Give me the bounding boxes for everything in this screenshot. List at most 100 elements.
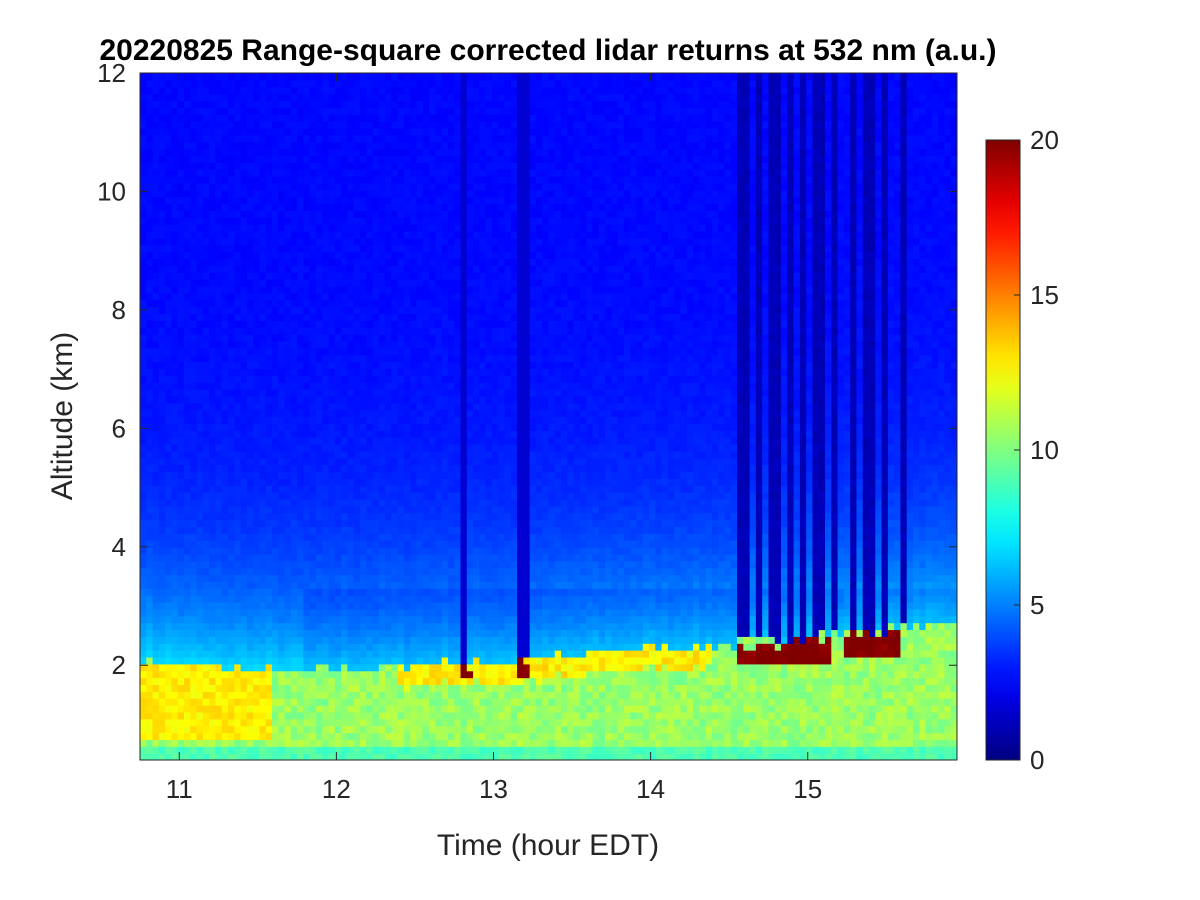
heatmap-cell — [391, 86, 399, 95]
heatmap-cell — [309, 430, 317, 438]
heatmap-cell — [183, 512, 191, 521]
heatmap-cell — [403, 292, 411, 301]
heatmap-cell — [416, 272, 424, 280]
heatmap-cell — [422, 251, 430, 260]
heatmap-cell — [410, 389, 418, 397]
heatmap-cell — [171, 107, 179, 115]
heatmap-cell — [422, 189, 430, 198]
heatmap-cell — [278, 265, 286, 273]
heatmap-cell — [359, 86, 367, 95]
heatmap-cell — [429, 443, 436, 452]
heatmap-cell — [353, 622, 361, 631]
heatmap-cell — [359, 340, 367, 349]
heatmap-cell — [322, 93, 330, 102]
heatmap-cell — [221, 608, 229, 617]
heatmap-cell — [341, 505, 348, 514]
heatmap-cell — [190, 114, 198, 122]
heatmap-cell — [391, 519, 399, 528]
heatmap-cell — [290, 540, 298, 548]
heatmap-cell — [378, 711, 386, 720]
heatmap-cell — [372, 698, 380, 706]
heatmap-cell — [152, 608, 160, 617]
heatmap-cell — [397, 691, 405, 699]
heatmap-cell — [140, 567, 147, 576]
heatmap-cell — [265, 320, 273, 328]
heatmap-cell — [196, 313, 204, 321]
heatmap-cell — [140, 79, 147, 88]
heatmap-cell — [253, 389, 260, 397]
heatmap-cell — [378, 725, 386, 734]
heatmap-cell — [416, 285, 424, 294]
heatmap-cell — [284, 457, 292, 466]
heatmap-cell — [303, 478, 311, 486]
heatmap-cell — [158, 237, 166, 246]
heatmap-cell — [410, 443, 418, 452]
heatmap-cell — [158, 753, 166, 760]
heatmap-cell — [378, 334, 386, 342]
heatmap-cell — [234, 540, 242, 548]
heatmap-cell — [190, 389, 198, 397]
heatmap-cell — [183, 148, 191, 157]
heatmap-cell — [322, 457, 330, 466]
heatmap-cell — [259, 622, 267, 631]
heatmap-cell — [397, 354, 405, 363]
heatmap-cell — [259, 636, 267, 644]
heatmap-cell — [315, 210, 323, 218]
heatmap-cell — [410, 327, 418, 335]
heatmap-cell — [171, 615, 179, 624]
heatmap-cell — [234, 409, 242, 418]
heatmap-cell — [240, 698, 248, 706]
heatmap-cell — [303, 553, 311, 562]
heatmap-cell — [328, 395, 336, 404]
heatmap-cell — [372, 505, 380, 514]
heatmap-cell — [416, 141, 424, 150]
heatmap-cell — [190, 354, 198, 363]
heatmap-cell — [297, 595, 304, 603]
heatmap-cell — [165, 485, 173, 493]
heatmap-cell — [209, 251, 217, 260]
heatmap-cell — [240, 73, 248, 81]
heatmap-cell — [341, 437, 348, 445]
heatmap-cell — [240, 79, 248, 88]
heatmap-cell — [246, 395, 254, 404]
heatmap-cell — [278, 512, 286, 521]
heatmap-cell — [441, 588, 449, 596]
heatmap-cell — [152, 100, 160, 108]
heatmap-cell — [240, 354, 248, 363]
heatmap-cell — [359, 615, 367, 624]
heatmap-cell — [315, 505, 323, 514]
heatmap-cell — [385, 196, 392, 205]
heatmap-cell — [165, 739, 173, 747]
heatmap-cell — [359, 382, 367, 390]
heatmap-cell — [309, 231, 317, 239]
heatmap-cell — [315, 409, 323, 418]
heatmap-cell — [366, 505, 374, 514]
heatmap-cell — [265, 547, 273, 555]
heatmap-cell — [435, 334, 443, 342]
heatmap-cell — [359, 395, 367, 404]
heatmap-cell — [146, 691, 154, 699]
heatmap-cell — [397, 574, 405, 582]
heatmap-cell — [372, 86, 380, 95]
heatmap-cell — [271, 615, 279, 624]
heatmap-cell — [303, 725, 311, 734]
heatmap-cell — [447, 540, 455, 548]
heatmap-cell — [435, 478, 443, 486]
heatmap-cell — [209, 375, 217, 383]
heatmap-cell — [246, 127, 254, 136]
heatmap-cell — [271, 650, 279, 658]
heatmap-cell — [328, 114, 336, 122]
heatmap-cell — [309, 224, 317, 232]
heatmap-cell — [227, 725, 235, 734]
heatmap-cell — [315, 512, 323, 521]
heatmap-cell — [447, 251, 455, 260]
heatmap-cell — [146, 601, 154, 610]
heatmap-cell — [315, 127, 323, 136]
heatmap-cell — [221, 292, 229, 301]
heatmap-cell — [227, 73, 235, 81]
heatmap-cell — [410, 430, 418, 438]
heatmap-cell — [221, 327, 229, 335]
heatmap-cell — [366, 265, 374, 273]
heatmap-cell — [152, 636, 160, 644]
heatmap-cell — [366, 560, 374, 569]
